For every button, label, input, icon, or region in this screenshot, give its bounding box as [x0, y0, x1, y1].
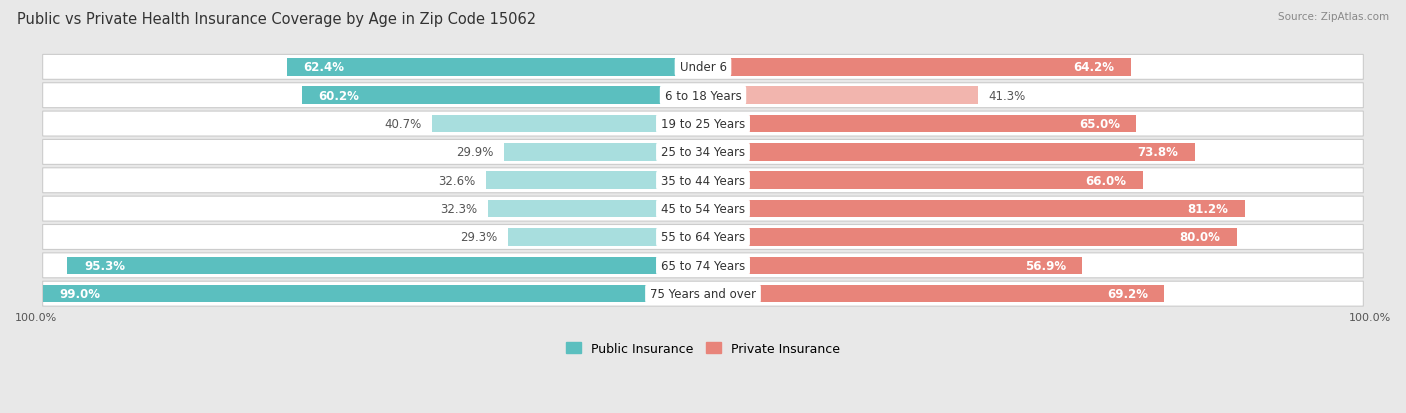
FancyBboxPatch shape [42, 83, 1364, 109]
Text: 65 to 74 Years: 65 to 74 Years [661, 259, 745, 272]
Bar [703, 144, 1195, 161]
Text: Public vs Private Health Insurance Coverage by Age in Zip Code 15062: Public vs Private Health Insurance Cover… [17, 12, 536, 27]
Text: 29.9%: 29.9% [456, 146, 494, 159]
Text: 80.0%: 80.0% [1180, 231, 1220, 244]
Bar [287, 59, 703, 76]
Text: 35 to 44 Years: 35 to 44 Years [661, 174, 745, 188]
FancyBboxPatch shape [42, 282, 1364, 306]
Bar [703, 172, 1143, 190]
Text: 69.2%: 69.2% [1107, 287, 1147, 300]
FancyBboxPatch shape [42, 112, 1364, 137]
Text: 55 to 64 Years: 55 to 64 Years [661, 231, 745, 244]
Text: 32.6%: 32.6% [439, 174, 475, 188]
Bar [508, 229, 703, 246]
FancyBboxPatch shape [42, 197, 1364, 221]
Text: 60.2%: 60.2% [318, 90, 359, 102]
Bar [703, 87, 979, 105]
Text: 62.4%: 62.4% [304, 61, 344, 74]
Bar [485, 172, 703, 190]
FancyBboxPatch shape [42, 169, 1364, 193]
Text: 66.0%: 66.0% [1085, 174, 1126, 188]
Text: 40.7%: 40.7% [384, 118, 422, 131]
Bar [432, 116, 703, 133]
Legend: Public Insurance, Private Insurance: Public Insurance, Private Insurance [561, 337, 845, 360]
Text: 64.2%: 64.2% [1073, 61, 1115, 74]
Bar [503, 144, 703, 161]
Text: Source: ZipAtlas.com: Source: ZipAtlas.com [1278, 12, 1389, 22]
Text: 29.3%: 29.3% [460, 231, 498, 244]
Bar [703, 59, 1132, 76]
Text: 41.3%: 41.3% [988, 90, 1025, 102]
Bar [301, 87, 703, 105]
FancyBboxPatch shape [42, 225, 1364, 250]
Text: 56.9%: 56.9% [1025, 259, 1066, 272]
Bar [703, 116, 1136, 133]
Text: 99.0%: 99.0% [59, 287, 100, 300]
Text: 45 to 54 Years: 45 to 54 Years [661, 203, 745, 216]
Text: 19 to 25 Years: 19 to 25 Years [661, 118, 745, 131]
Text: 95.3%: 95.3% [84, 259, 125, 272]
Bar [67, 257, 703, 275]
Text: 81.2%: 81.2% [1187, 203, 1227, 216]
Bar [703, 229, 1236, 246]
Bar [703, 285, 1164, 303]
FancyBboxPatch shape [42, 253, 1364, 278]
Text: 75 Years and over: 75 Years and over [650, 287, 756, 300]
Text: 73.8%: 73.8% [1137, 146, 1178, 159]
Text: Under 6: Under 6 [679, 61, 727, 74]
FancyBboxPatch shape [42, 55, 1364, 80]
Text: 65.0%: 65.0% [1078, 118, 1119, 131]
Bar [42, 285, 703, 303]
Text: 6 to 18 Years: 6 to 18 Years [665, 90, 741, 102]
Bar [488, 200, 703, 218]
Bar [703, 257, 1083, 275]
FancyBboxPatch shape [42, 140, 1364, 165]
Text: 32.3%: 32.3% [440, 203, 478, 216]
Text: 25 to 34 Years: 25 to 34 Years [661, 146, 745, 159]
Bar [703, 200, 1244, 218]
